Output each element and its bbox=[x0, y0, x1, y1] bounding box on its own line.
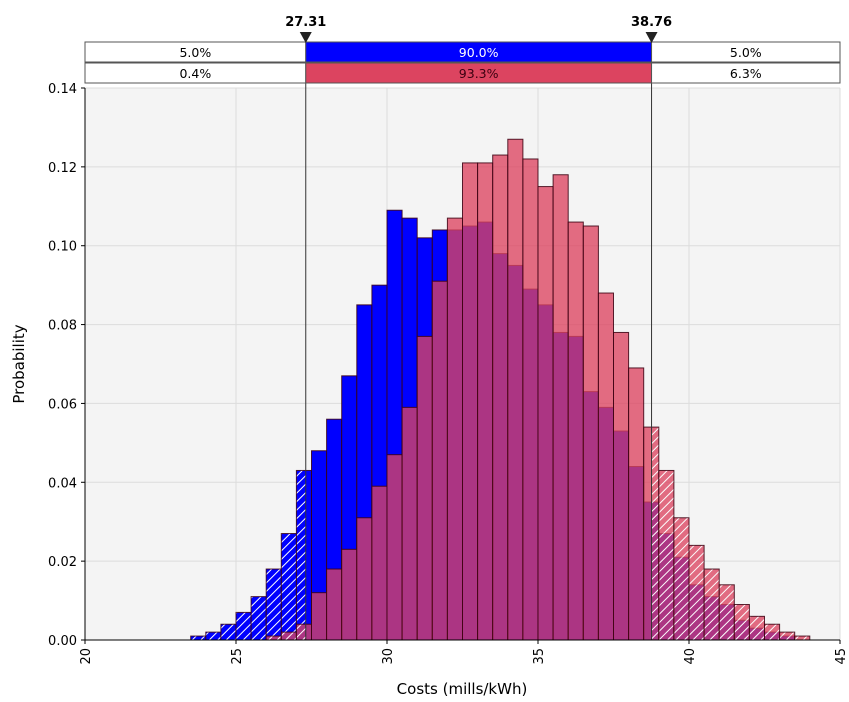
histogram-bar bbox=[432, 281, 448, 640]
histogram-bar bbox=[749, 616, 765, 640]
histogram-bar bbox=[371, 486, 387, 640]
x-tick-label: 45 bbox=[834, 648, 849, 665]
x-tick-label: 30 bbox=[381, 648, 396, 665]
histogram-bar bbox=[643, 427, 652, 640]
histogram-bar bbox=[553, 174, 569, 640]
histogram-bar bbox=[296, 624, 306, 640]
histogram-bar bbox=[402, 407, 418, 640]
histogram-bar bbox=[651, 427, 659, 640]
histogram-bar bbox=[779, 632, 795, 640]
histogram-bar bbox=[628, 367, 644, 640]
histogram-bar bbox=[387, 454, 403, 640]
axes: 0.00 0.02 0.04 0.06 0.08 0.10 0.12 0.14 20 25 30 35… bbox=[48, 82, 849, 665]
x-tick-label: 20 bbox=[79, 648, 94, 665]
red-series bbox=[265, 138, 811, 641]
histogram-bar bbox=[689, 545, 705, 640]
histogram-bar bbox=[492, 155, 508, 640]
histogram-bar bbox=[326, 569, 342, 640]
histogram-bar bbox=[704, 569, 720, 640]
marker-value-label: 27.31 bbox=[285, 15, 326, 30]
histogram-bar bbox=[734, 604, 750, 640]
histogram-bar bbox=[266, 636, 282, 640]
marker-lines bbox=[305, 40, 653, 640]
histogram-bar bbox=[281, 533, 297, 640]
histogram-bar bbox=[764, 624, 780, 640]
y-tick-label: 0.14 bbox=[48, 82, 77, 97]
histogram-bar bbox=[568, 222, 584, 641]
histogram-bar bbox=[598, 293, 614, 640]
histogram-bar bbox=[583, 226, 599, 640]
histogram-bar bbox=[236, 612, 252, 640]
band-right-label: 6.3% bbox=[730, 66, 762, 81]
band-middle-label: 93.3% bbox=[459, 66, 499, 81]
histogram-bar bbox=[613, 332, 629, 640]
marker-triangle bbox=[299, 32, 312, 43]
y-tick-label: 0.04 bbox=[48, 476, 77, 491]
y-tick-label: 0.02 bbox=[48, 555, 77, 570]
histogram-bar bbox=[794, 636, 810, 640]
histogram-bar bbox=[507, 139, 523, 640]
x-tick-label: 40 bbox=[683, 648, 698, 665]
band-left-label: 5.0% bbox=[179, 45, 211, 60]
histogram-bar bbox=[305, 470, 312, 640]
band-left-label: 0.4% bbox=[179, 66, 211, 81]
histogram-bar bbox=[538, 186, 554, 641]
y-tick-label: 0.08 bbox=[48, 319, 77, 334]
marker-triangle bbox=[645, 32, 658, 43]
band-right bbox=[651, 62, 841, 84]
band-right bbox=[651, 41, 841, 63]
histogram-bar bbox=[281, 632, 297, 640]
histogram-bar bbox=[190, 636, 206, 640]
histogram-bar bbox=[356, 517, 372, 640]
y-tick-label: 0.12 bbox=[48, 161, 77, 176]
histogram-bar bbox=[220, 624, 236, 640]
histogram-bar bbox=[417, 336, 433, 640]
histogram-bar bbox=[205, 632, 221, 640]
y-tick-label: 0.00 bbox=[48, 634, 77, 649]
y-axis-title: Probability bbox=[10, 324, 28, 403]
histogram-bar bbox=[522, 158, 538, 640]
histogram-bar bbox=[341, 549, 357, 640]
histogram-bar bbox=[658, 470, 674, 640]
y-tick-label: 0.06 bbox=[48, 397, 77, 412]
histogram-bar bbox=[719, 584, 735, 640]
marker-value-label: 38.76 bbox=[631, 15, 672, 30]
band-middle-label: 90.0% bbox=[459, 45, 499, 60]
histogram-bar bbox=[251, 596, 267, 640]
histogram-bar bbox=[462, 162, 478, 640]
histogram-bar bbox=[311, 592, 327, 640]
histogram-bar bbox=[447, 218, 463, 640]
y-tick-label: 0.10 bbox=[48, 240, 77, 255]
x-tick-label: 25 bbox=[230, 648, 245, 665]
band-right-label: 5.0% bbox=[730, 45, 762, 60]
marker-labels: 27.31 38.76 bbox=[285, 15, 672, 43]
probability-bands: 5.0% 90.0% 5.0% 0.4% 93.3% 6.3% bbox=[84, 41, 841, 84]
histogram-bar bbox=[305, 624, 312, 640]
x-tick-label: 35 bbox=[532, 648, 547, 665]
histogram-bar bbox=[477, 162, 493, 640]
x-axis-title: Costs (mills/kWh) bbox=[397, 680, 528, 698]
histogram-bar bbox=[673, 517, 689, 640]
histogram-bar bbox=[296, 470, 306, 640]
histogram-bar bbox=[266, 569, 282, 640]
